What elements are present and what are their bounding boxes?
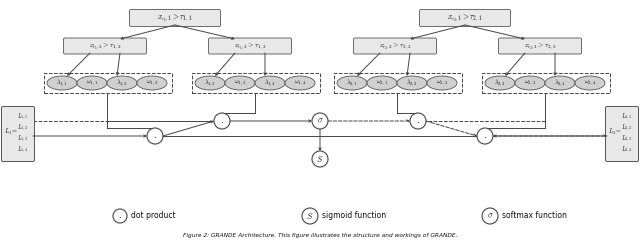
Ellipse shape	[285, 76, 315, 90]
Text: $\omega_{1,3}$: $\omega_{1,3}$	[234, 79, 246, 87]
FancyArrowPatch shape	[163, 121, 213, 136]
Text: $L_{2,3}$: $L_{2,3}$	[621, 134, 632, 144]
FancyArrowPatch shape	[426, 121, 476, 136]
Ellipse shape	[225, 76, 255, 90]
Ellipse shape	[515, 76, 545, 90]
Ellipse shape	[195, 76, 225, 90]
Text: $\omega_{2,2}$: $\omega_{2,2}$	[436, 79, 448, 87]
Text: $L_{1,2}$: $L_{1,2}$	[17, 123, 29, 133]
FancyArrowPatch shape	[506, 53, 525, 75]
Ellipse shape	[397, 76, 427, 90]
Text: $x_{i_1,3} > \tau_{1,3}$: $x_{i_1,3} > \tau_{1,3}$	[234, 41, 266, 51]
Text: $\cdot$: $\cdot$	[220, 116, 224, 126]
Text: sigmoid function: sigmoid function	[322, 212, 386, 220]
Circle shape	[147, 128, 163, 144]
FancyArrowPatch shape	[328, 120, 409, 122]
Text: $x_{i_2,3} > \tau_{2,3}$: $x_{i_2,3} > \tau_{2,3}$	[524, 41, 556, 51]
FancyArrowPatch shape	[121, 25, 175, 39]
FancyArrowPatch shape	[406, 53, 410, 75]
Ellipse shape	[137, 76, 167, 90]
Text: $\lambda_{1,1}$: $\lambda_{1,1}$	[56, 78, 68, 88]
Ellipse shape	[77, 76, 107, 90]
Text: $L_{1,3}$: $L_{1,3}$	[17, 134, 29, 144]
Ellipse shape	[47, 76, 77, 90]
Text: $S$: $S$	[307, 211, 314, 221]
Text: $\omega_{2,3}$: $\omega_{2,3}$	[524, 79, 536, 87]
FancyArrowPatch shape	[264, 53, 266, 75]
FancyBboxPatch shape	[63, 38, 147, 54]
FancyBboxPatch shape	[353, 38, 436, 54]
Text: $\omega_{2,4}$: $\omega_{2,4}$	[584, 79, 596, 87]
Text: $L_{1,4}$: $L_{1,4}$	[17, 145, 29, 155]
Text: $\lambda_{1,2}$: $\lambda_{1,2}$	[116, 78, 128, 88]
Text: dot product: dot product	[131, 212, 175, 220]
Ellipse shape	[545, 76, 575, 90]
Text: $L_1 =$: $L_1 =$	[4, 127, 18, 137]
Text: $\sigma$: $\sigma$	[317, 117, 323, 125]
FancyArrowPatch shape	[465, 25, 524, 39]
Circle shape	[113, 209, 127, 223]
Text: $\cdot$: $\cdot$	[153, 131, 157, 141]
Text: $\omega_{1,2}$: $\omega_{1,2}$	[146, 79, 158, 87]
Text: $x_{i_2,2} > \tau_{2,2}$: $x_{i_2,2} > \tau_{2,2}$	[379, 41, 412, 51]
Ellipse shape	[427, 76, 457, 90]
Text: $\lambda_{1,4}$: $\lambda_{1,4}$	[264, 78, 276, 88]
Circle shape	[477, 128, 493, 144]
Text: $\omega_{1,4}$: $\omega_{1,4}$	[294, 79, 306, 87]
Text: softmax function: softmax function	[502, 212, 567, 220]
Ellipse shape	[107, 76, 137, 90]
Ellipse shape	[575, 76, 605, 90]
Text: $L_{1,1}$: $L_{1,1}$	[17, 112, 29, 122]
Circle shape	[482, 208, 498, 224]
FancyBboxPatch shape	[499, 38, 582, 54]
Text: $\omega_{1,1}$: $\omega_{1,1}$	[86, 79, 98, 87]
FancyArrowPatch shape	[494, 135, 607, 137]
Text: Figure 2: GRANDE Architecture. This figure illustrates the structure and working: Figure 2: GRANDE Architecture. This figu…	[183, 233, 457, 238]
FancyArrowPatch shape	[493, 135, 606, 137]
Text: $\cdot$: $\cdot$	[416, 116, 420, 126]
Text: $\omega_{2,1}$: $\omega_{2,1}$	[376, 79, 388, 87]
FancyArrowPatch shape	[358, 53, 380, 75]
Text: $L_2 =$: $L_2 =$	[608, 127, 622, 137]
Ellipse shape	[485, 76, 515, 90]
FancyBboxPatch shape	[419, 10, 511, 27]
FancyBboxPatch shape	[209, 38, 291, 54]
Text: $\lambda_{2,2}$: $\lambda_{2,2}$	[406, 78, 418, 88]
FancyArrowPatch shape	[216, 53, 235, 75]
FancyArrowPatch shape	[554, 53, 556, 75]
Text: $x_{i_1,1} > \tau_{1,1}$: $x_{i_1,1} > \tau_{1,1}$	[157, 13, 193, 23]
Text: $L_{2,1}$: $L_{2,1}$	[621, 112, 632, 122]
Text: $L_{2,2}$: $L_{2,2}$	[621, 123, 632, 133]
Text: $L_{2,4}$: $L_{2,4}$	[621, 145, 633, 155]
Text: $\lambda_{2,3}$: $\lambda_{2,3}$	[494, 78, 506, 88]
Text: $\sigma$: $\sigma$	[486, 212, 493, 220]
Text: $S$: $S$	[316, 154, 324, 164]
Text: $\lambda_{2,4}$: $\lambda_{2,4}$	[554, 78, 566, 88]
FancyBboxPatch shape	[129, 10, 221, 27]
Circle shape	[214, 113, 230, 129]
Circle shape	[312, 151, 328, 167]
Ellipse shape	[255, 76, 285, 90]
Circle shape	[302, 208, 318, 224]
FancyArrowPatch shape	[116, 53, 120, 75]
FancyBboxPatch shape	[1, 107, 35, 162]
Circle shape	[410, 113, 426, 129]
Text: $\lambda_{2,1}$: $\lambda_{2,1}$	[346, 78, 358, 88]
Ellipse shape	[367, 76, 397, 90]
Circle shape	[312, 113, 328, 129]
Text: $x_{i_2,1} > \tau_{2,1}$: $x_{i_2,1} > \tau_{2,1}$	[447, 13, 483, 23]
FancyArrowPatch shape	[33, 135, 146, 137]
Ellipse shape	[337, 76, 367, 90]
FancyArrowPatch shape	[230, 120, 311, 122]
FancyArrowPatch shape	[411, 25, 465, 39]
FancyBboxPatch shape	[605, 107, 639, 162]
Text: $\cdot$: $\cdot$	[483, 131, 487, 141]
FancyArrowPatch shape	[175, 25, 234, 39]
FancyArrowPatch shape	[319, 129, 321, 150]
FancyArrowPatch shape	[68, 53, 90, 75]
Text: $x_{i_1,2} > \tau_{1,2}$: $x_{i_1,2} > \tau_{1,2}$	[89, 41, 121, 51]
Text: $\lambda_{1,3}$: $\lambda_{1,3}$	[204, 78, 216, 88]
Text: $\cdot$: $\cdot$	[118, 211, 122, 221]
